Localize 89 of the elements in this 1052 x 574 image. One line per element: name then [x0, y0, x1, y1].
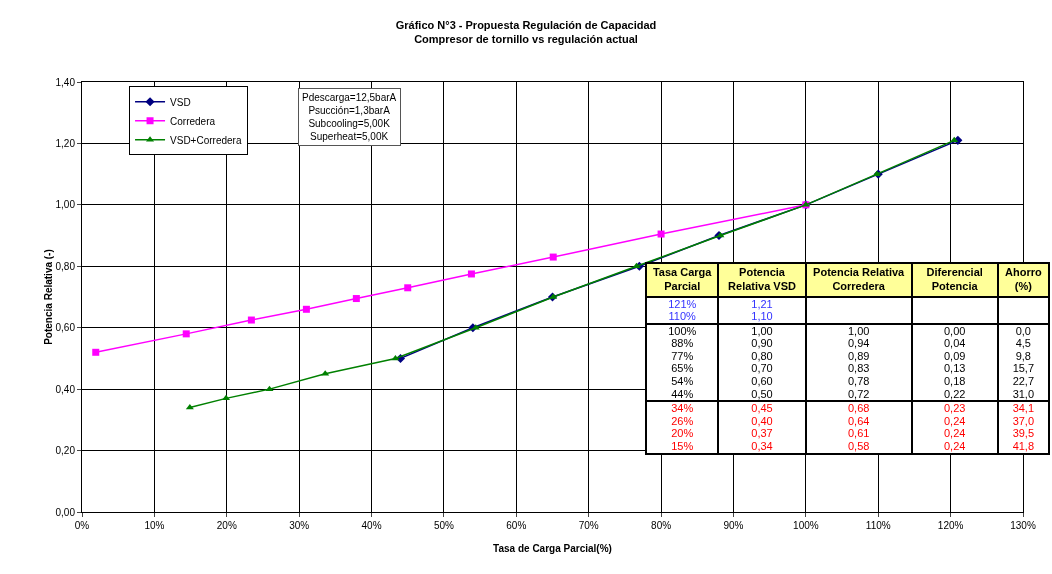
text: 110% [668, 310, 696, 323]
x-tick-label: 60% [506, 520, 527, 531]
y-tick-label: 0,20 [55, 445, 76, 457]
text: 0,24 [943, 414, 966, 427]
text: 65% [671, 362, 694, 375]
text: 44% [671, 387, 694, 400]
text: 0,40 [751, 414, 773, 427]
category-label: Diferencial Potencia [911, 263, 998, 297]
x-tick-label: 20% [216, 520, 237, 531]
text: 0,68 [847, 402, 870, 415]
text: 0,80 [751, 349, 773, 362]
x-tick-label: 0% [74, 520, 90, 531]
x-tick-label: 90% [723, 520, 744, 531]
text: 0,83 [847, 362, 870, 375]
y-tick-label: 1,40 [55, 76, 76, 88]
text: 0,94 [847, 337, 870, 350]
x-axis-title: Tasa de Carga Parcial(%) [493, 543, 612, 554]
text: 0,60 [751, 375, 773, 388]
text: 15% [671, 440, 694, 453]
x-tick-label: 30% [289, 520, 310, 531]
y-tick-label: 1,20 [55, 137, 76, 149]
text: 34,1 [1012, 402, 1035, 415]
text: 26% [671, 414, 694, 427]
text: 15,7 [1012, 362, 1035, 375]
text: 0,61 [847, 427, 870, 440]
y-axis-title: Potencia Relativa (-) [42, 249, 54, 345]
chart-subtitle: Compresor de tornillo vs regulación actual [414, 33, 638, 45]
text: 0,0 [1015, 324, 1031, 337]
text: 77% [671, 349, 694, 362]
x-tick-label: 50% [433, 520, 455, 531]
text: 100% [668, 324, 697, 337]
y-tick-label: 1,00 [55, 199, 76, 211]
text: 0,04 [943, 337, 966, 350]
text: 1,00 [751, 324, 773, 337]
text: 20% [671, 427, 694, 440]
text: 0,78 [847, 375, 870, 388]
x-tick-label: 10% [144, 520, 165, 531]
x-tick-label: 100% [793, 520, 819, 531]
y-tick-label: 0,40 [55, 383, 76, 395]
text: 39,5 [1012, 427, 1035, 440]
text: 41,8 [1012, 440, 1035, 453]
text: 0,45 [751, 402, 773, 415]
text: 0,37 [751, 427, 773, 440]
y-tick-label: 0,60 [55, 322, 76, 334]
text: 0,58 [847, 440, 870, 453]
category-label: Potencia Relativa VSD [718, 263, 806, 297]
text: 0,50 [751, 387, 773, 400]
text: 0,90 [751, 337, 773, 350]
text: 0,18 [943, 375, 966, 388]
text: 0,00 [943, 324, 966, 337]
y-tick-label: 0,00 [55, 506, 76, 518]
x-tick-label: 70% [578, 520, 599, 531]
x-tick-label: 80% [651, 520, 672, 531]
text: 37,0 [1012, 414, 1035, 427]
annotation: Pdescarga=12,5barA Psucción=1,3barA Subcooling=5,00K Superheat=5,00K [302, 92, 397, 142]
text: 0,23 [943, 402, 966, 415]
text: 9,8 [1015, 349, 1031, 362]
x-tick-label: 130% [1010, 520, 1036, 531]
text: 121% [668, 297, 697, 310]
y-tick-label: 0,80 [55, 260, 76, 272]
text: 1,00 [847, 324, 870, 337]
text: 1,21 [751, 297, 773, 310]
chart-title: Gráfico N°3 - Propuesta Regulación de Capacidad [395, 18, 657, 31]
text: 0,22 [943, 387, 966, 400]
text: 0,09 [943, 349, 966, 362]
text: 0,72 [847, 387, 870, 400]
text: 0,64 [847, 414, 870, 427]
text: 1,10 [751, 310, 773, 323]
text: 0,24 [943, 427, 966, 440]
text: 0,89 [847, 349, 870, 362]
text: 4,5 [1015, 337, 1031, 350]
text: 54% [671, 375, 694, 388]
category-label: Ahorro (%) [997, 263, 1049, 297]
category-label: Tasa Carga Parcial [646, 263, 719, 297]
legend-label: VSD [170, 96, 191, 108]
text: 34% [671, 402, 694, 415]
text: 88% [671, 337, 694, 350]
text: 0,24 [943, 440, 966, 453]
text: 0,34 [751, 440, 773, 453]
text: 0,70 [751, 362, 773, 375]
x-tick-label: 110% [865, 520, 891, 531]
category-label: Potencia Relativa Corredera [805, 263, 912, 297]
legend-label: Corredera [170, 115, 216, 127]
text: 22,7 [1012, 375, 1035, 388]
legend-label: VSD+Corredera [170, 134, 242, 146]
text: 31,0 [1012, 387, 1035, 400]
text: 0,13 [943, 362, 966, 375]
x-tick-label: 120% [937, 520, 964, 531]
x-tick-label: 40% [361, 520, 382, 531]
